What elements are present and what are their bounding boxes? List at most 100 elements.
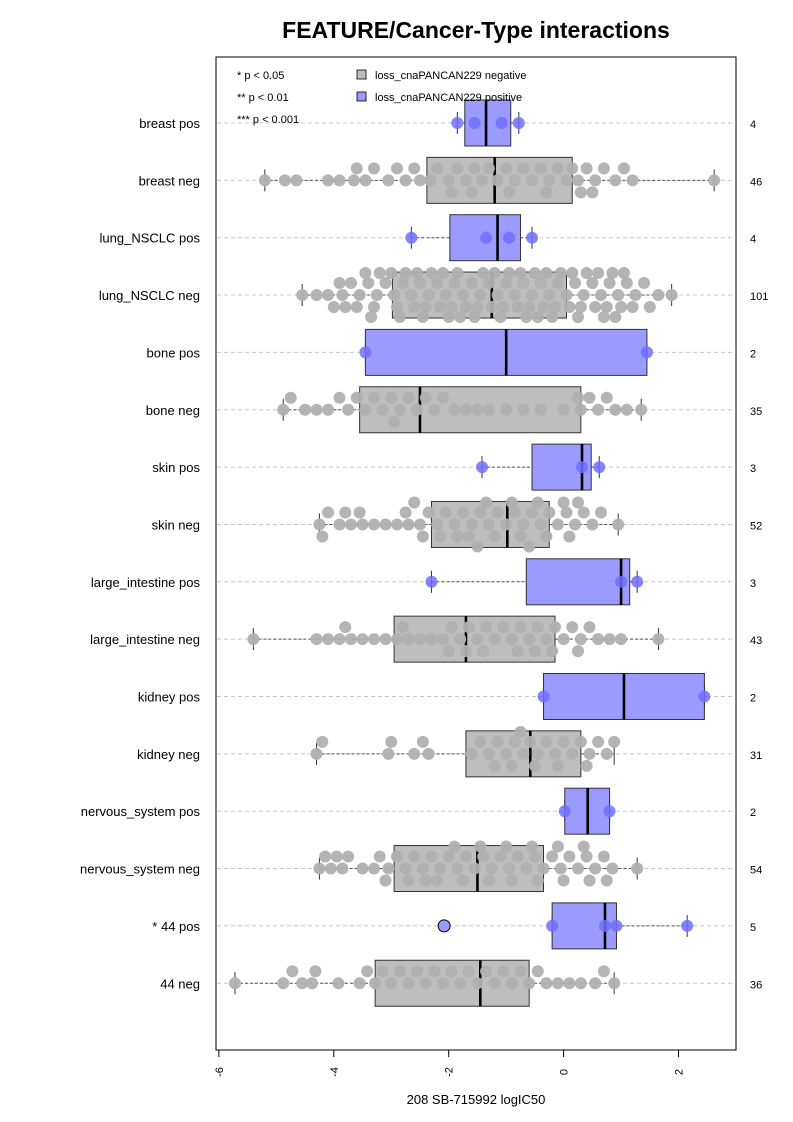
data-point	[339, 621, 352, 634]
data-point	[436, 977, 449, 990]
data-point	[316, 735, 329, 748]
data-point	[413, 633, 426, 646]
data-point	[638, 277, 651, 290]
category-label: large_intestine pos	[91, 575, 201, 590]
data-point	[322, 633, 335, 646]
data-point	[557, 633, 570, 646]
data-point	[448, 403, 461, 416]
data-point	[286, 965, 299, 978]
data-point	[342, 403, 355, 416]
data-point	[339, 301, 352, 314]
category-label: 44 neg	[160, 976, 200, 991]
data-point	[563, 850, 576, 863]
data-point	[436, 267, 449, 280]
data-point	[368, 301, 381, 314]
count-label: 31	[750, 750, 762, 762]
data-point	[424, 174, 437, 187]
data-point	[379, 277, 392, 290]
data-point	[500, 840, 513, 853]
data-point	[342, 850, 355, 863]
data-point	[411, 965, 424, 978]
data-point	[523, 540, 536, 553]
data-point	[468, 117, 481, 129]
data-point	[379, 874, 392, 887]
data-point	[569, 277, 582, 290]
data-point	[474, 506, 487, 519]
data-point	[408, 850, 421, 863]
category-label: bone neg	[146, 403, 200, 418]
data-point	[319, 850, 332, 863]
data-point	[339, 506, 352, 519]
data-point	[471, 301, 484, 314]
data-point	[336, 289, 349, 302]
data-point	[549, 747, 562, 760]
x-axis: -6 -4 -2 0 2	[214, 1049, 686, 1077]
data-point	[382, 862, 395, 875]
category-label: breast pos	[139, 116, 200, 131]
data-point	[497, 301, 510, 314]
data-point	[290, 174, 303, 187]
data-point	[534, 162, 547, 175]
data-point	[592, 267, 605, 280]
data-point	[574, 977, 587, 990]
data-point	[597, 965, 610, 978]
legend-swatch-negative	[356, 69, 367, 80]
data-point	[540, 530, 553, 543]
data-point	[537, 862, 550, 875]
data-point	[557, 874, 570, 887]
data-point	[373, 850, 386, 863]
data-point	[370, 289, 383, 302]
data-point	[445, 621, 458, 634]
data-point	[471, 977, 484, 990]
data-point	[448, 277, 461, 290]
data-point	[566, 162, 579, 175]
data-point	[531, 496, 544, 509]
data-point	[503, 186, 516, 199]
data-point	[353, 289, 366, 302]
data-point	[434, 301, 447, 314]
data-point	[459, 174, 472, 187]
x-tick-label: -6	[214, 1067, 226, 1077]
data-point	[465, 747, 478, 760]
data-point	[546, 645, 559, 658]
data-point	[563, 530, 576, 543]
data-point	[474, 735, 487, 748]
category-label: skin pos	[152, 460, 200, 475]
data-point	[583, 747, 596, 760]
data-point	[606, 267, 619, 280]
data-point	[399, 267, 412, 280]
data-point	[617, 267, 630, 280]
data-point	[425, 267, 438, 280]
data-point	[503, 862, 516, 875]
data-point	[629, 289, 642, 302]
data-point	[652, 633, 665, 646]
data-point	[566, 267, 579, 280]
data-point	[451, 862, 464, 875]
category-label: large_intestine neg	[90, 632, 200, 647]
legend-swatch-positive	[356, 91, 367, 102]
data-point	[482, 403, 495, 416]
data-point	[388, 415, 401, 428]
data-point	[482, 277, 495, 290]
data-point	[615, 301, 628, 314]
data-point	[537, 301, 550, 314]
data-point	[508, 735, 521, 748]
data-point	[361, 965, 374, 978]
data-point	[396, 621, 409, 634]
data-point	[480, 621, 493, 634]
data-point	[635, 403, 648, 416]
data-point	[600, 874, 613, 887]
data-point	[411, 267, 424, 280]
data-point	[459, 645, 472, 658]
data-point	[431, 874, 444, 887]
data-point	[365, 311, 378, 324]
data-point	[517, 747, 530, 760]
data-point	[462, 965, 475, 978]
data-point	[468, 862, 481, 875]
data-point	[606, 862, 619, 875]
data-point	[462, 621, 475, 634]
data-point	[345, 518, 358, 531]
data-point	[514, 965, 527, 978]
data-point	[419, 977, 432, 990]
data-point	[612, 289, 625, 302]
